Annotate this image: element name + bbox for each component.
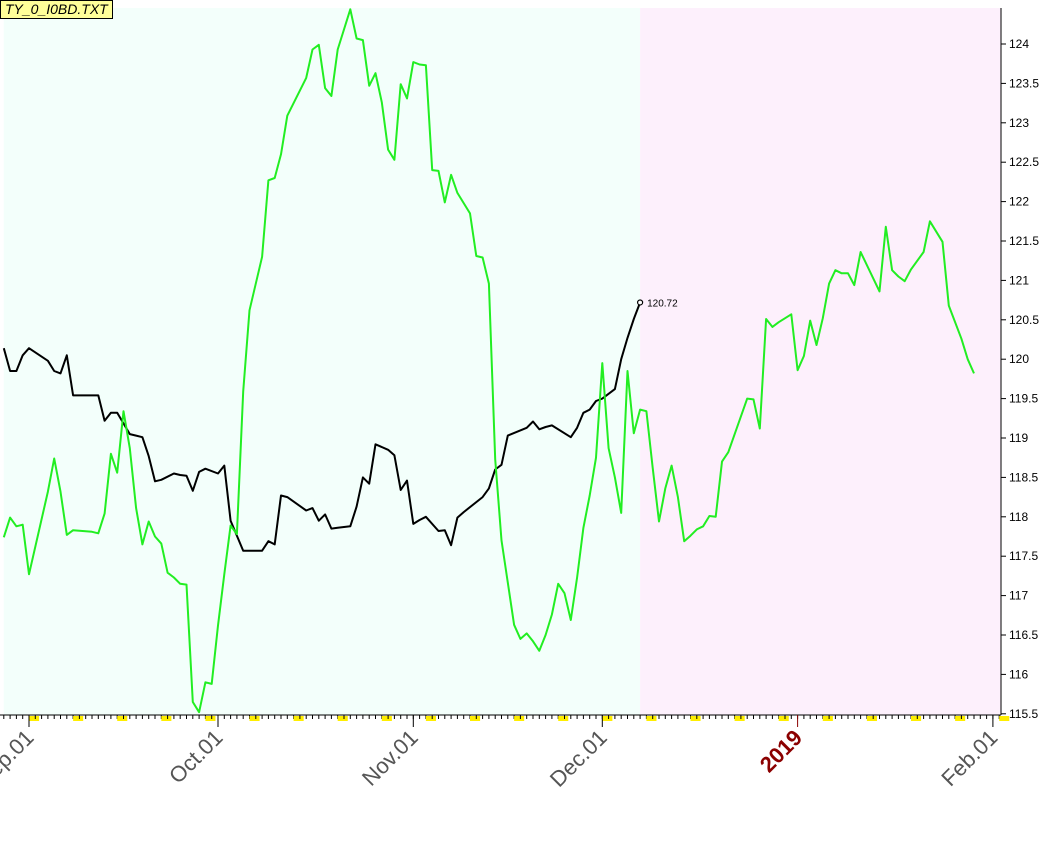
chart-title: TY_0_I0BD.TXT xyxy=(0,0,113,19)
weekend-marker xyxy=(337,716,348,721)
y-tick-label: 118.5 xyxy=(1009,470,1038,484)
series-line xyxy=(2,302,642,552)
weekend-marker xyxy=(161,716,172,721)
y-tick-label: 115.5 xyxy=(1009,707,1038,721)
series xyxy=(2,8,975,714)
background-region xyxy=(640,8,1001,715)
weekend-marker xyxy=(646,716,657,721)
annotations: 120.72 xyxy=(636,298,678,309)
weekend-marker xyxy=(734,716,745,721)
weekend-marker xyxy=(690,716,701,721)
weekend-marker xyxy=(778,716,789,721)
y-tick-label: 122.5 xyxy=(1009,155,1039,169)
weekend-marker xyxy=(822,716,833,721)
x-tick-label: Dec.01 xyxy=(545,725,612,792)
weekend-marker xyxy=(73,716,84,721)
last-value-marker xyxy=(636,299,644,306)
y-tick-label: 121 xyxy=(1009,273,1029,287)
y-tick-label: 123 xyxy=(1009,116,1029,130)
y-axis-ticks: 115.5 116 116.5 117 117.5 118 118.5 119 119.5 120… xyxy=(1001,37,1039,721)
weekend-marker xyxy=(205,716,216,721)
weekend-marker xyxy=(514,716,525,721)
x-tick-label: Oct.01 xyxy=(164,725,228,789)
x-tick-label: Nov.01 xyxy=(357,725,423,791)
y-tick-label: 123.5 xyxy=(1009,76,1039,90)
background-region xyxy=(3,8,641,715)
weekend-marker xyxy=(470,716,481,721)
x-axis-ticks: Sep.01 Oct.01 Nov.01 Dec.01 2019 Feb.01 xyxy=(0,715,1010,792)
weekend-marker xyxy=(249,716,260,721)
weekend-marker xyxy=(866,716,877,721)
axes xyxy=(0,8,1002,716)
y-tick-label: 120.5 xyxy=(1009,313,1039,327)
series-line xyxy=(2,8,975,714)
weekend-marker xyxy=(911,716,922,721)
last-value-label: 120.72 xyxy=(647,298,678,309)
y-tick-label: 122 xyxy=(1009,195,1029,209)
y-tick-label: 118 xyxy=(1009,510,1028,524)
weekend-marker xyxy=(29,716,40,721)
y-tick-label: 124 xyxy=(1009,37,1029,51)
weekend-marker xyxy=(425,716,436,721)
weekend-marker xyxy=(999,716,1010,721)
weekend-marker xyxy=(955,716,966,721)
background-regions xyxy=(3,8,1001,715)
y-tick-label: 120 xyxy=(1009,352,1029,366)
weekend-marker xyxy=(117,716,128,721)
x-tick-label: Sep.01 xyxy=(0,725,39,792)
y-tick-label: 121.5 xyxy=(1009,234,1039,248)
x-tick-label: Feb.01 xyxy=(936,725,1002,791)
y-tick-label: 117 xyxy=(1009,589,1028,603)
weekend-marker xyxy=(293,716,304,721)
weekend-marker xyxy=(558,716,569,721)
y-tick-label: 116 xyxy=(1009,667,1028,681)
weekend-marker xyxy=(381,716,392,721)
y-tick-label: 117.5 xyxy=(1009,549,1038,563)
y-tick-label: 116.5 xyxy=(1009,628,1038,642)
y-tick-label: 119 xyxy=(1009,431,1028,445)
y-tick-label: 119.5 xyxy=(1009,392,1038,406)
x-tick-label: 2019 xyxy=(755,725,807,777)
weekend-marker xyxy=(602,716,613,721)
